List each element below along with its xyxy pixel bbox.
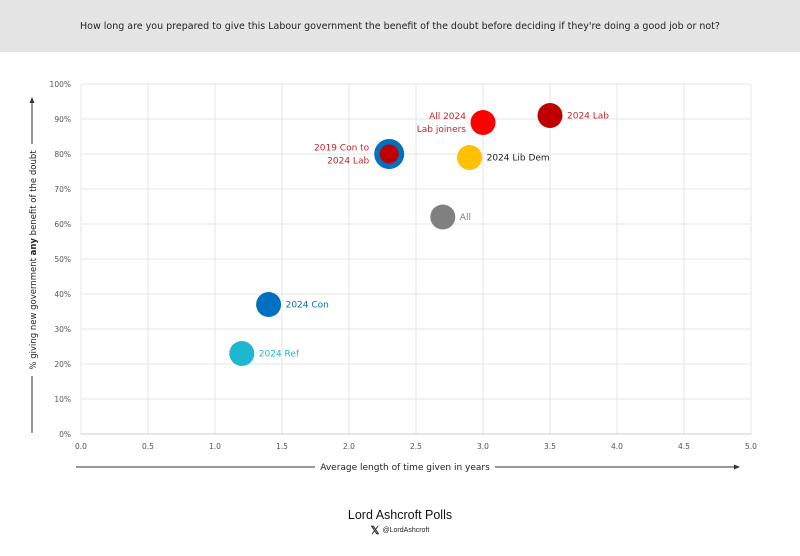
x-logo-icon: 𝕏 [370, 525, 380, 537]
data-point [229, 341, 255, 366]
x-tick-label: 0.5 [142, 442, 154, 451]
point-label: All [460, 213, 471, 223]
data-point [470, 110, 496, 135]
x-tick-label: 3.5 [544, 442, 556, 451]
point-label: 2024 Con [286, 301, 329, 311]
y-tick-label: 30% [54, 325, 71, 334]
x-tick-label: 1.5 [276, 442, 288, 451]
y-axis-label: % giving new government any benefit of t… [29, 150, 39, 370]
data-point [430, 204, 456, 230]
x-tick-label: 2.0 [343, 442, 355, 451]
footer-handle-row: 𝕏 @LordAshcroft [0, 524, 800, 537]
y-tick-label: 100% [50, 80, 71, 89]
y-tick-label: 0% [59, 430, 71, 439]
y-tick-label: 20% [54, 360, 71, 369]
data-point [457, 145, 483, 170]
y-tick-label: 40% [54, 290, 71, 299]
x-tick-label: 4.0 [611, 442, 623, 451]
point-label: Lab joiners [417, 125, 467, 135]
point-label: 2024 Lab [327, 157, 369, 167]
chart-title: How long are you prepared to give this L… [0, 0, 800, 52]
y-tick-label: 50% [54, 255, 71, 264]
point-label: All 2024 [429, 112, 466, 122]
footer-handle: @LordAshcroft [382, 527, 430, 534]
question-text: How long are you prepared to give this L… [80, 20, 720, 32]
footer-brand: Lord Ashcroft Polls [347, 508, 453, 522]
x-axis-label: Average length of time given in years [320, 463, 490, 473]
x-tick-label: 2.5 [410, 442, 422, 451]
data-point [537, 103, 563, 128]
point-label: 2019 Con to [314, 144, 370, 154]
y-tick-label: 60% [54, 220, 71, 229]
x-tick-label: 3.0 [477, 442, 489, 451]
point-label: 2024 Ref [259, 350, 300, 360]
y-axis-label-part: benefit of the doubt [29, 150, 39, 238]
data-point [256, 292, 282, 317]
x-axis-arrowhead [734, 464, 740, 470]
y-tick-label: 80% [54, 150, 71, 159]
x-tick-label: 4.5 [678, 442, 690, 451]
y-tick-label: 90% [54, 115, 71, 124]
y-axis-label-part: % giving new government [29, 255, 39, 369]
point-label: 2024 Lab [567, 112, 609, 122]
y-tick-label: 70% [54, 185, 71, 194]
x-tick-label: 5.0 [745, 442, 757, 451]
y-axis-arrowhead [29, 97, 35, 103]
point-label: 2024 Lib Dem [487, 154, 550, 164]
x-tick-label: 0.0 [75, 442, 87, 451]
x-tick-label: 1.0 [209, 442, 221, 451]
data-point [379, 144, 399, 164]
y-tick-label: 10% [54, 395, 71, 404]
y-axis-label-part: any [29, 238, 39, 256]
